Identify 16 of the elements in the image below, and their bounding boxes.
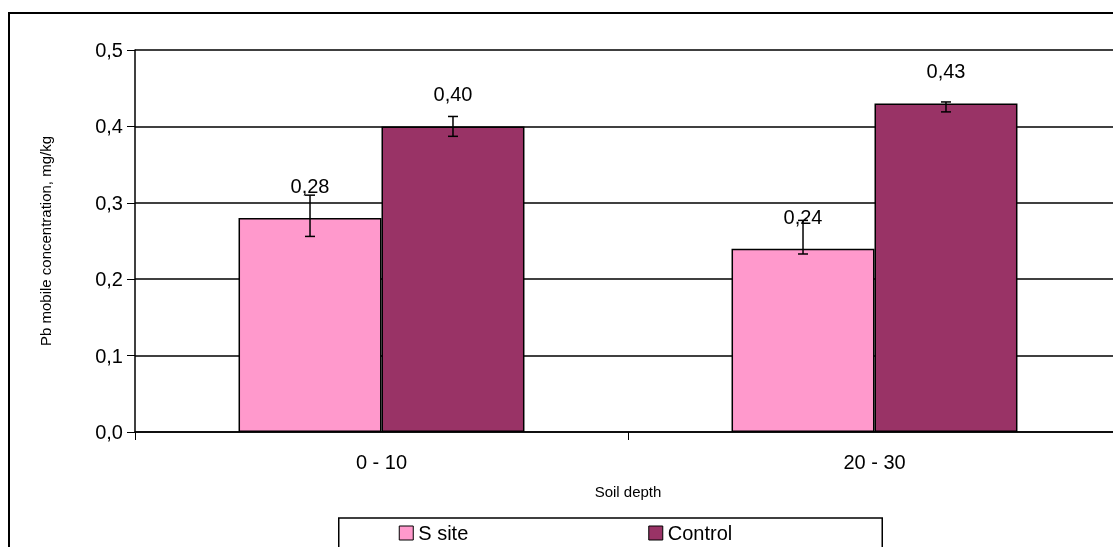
- data-label: 0,43: [926, 60, 966, 83]
- y-tick-label: 0,4: [95, 115, 123, 138]
- x-tick-label: 20 - 30: [843, 451, 906, 473]
- x-tick-label: 0 - 10: [355, 451, 408, 473]
- data-label: 0,40: [433, 83, 473, 106]
- legend-label: S site: [418, 522, 469, 544]
- x-axis-title: Soil depth: [594, 483, 662, 500]
- legend-label: Control: [667, 522, 733, 544]
- data-label: 0,24: [783, 205, 823, 228]
- y-tick-label: 0,5: [95, 39, 123, 61]
- y-tick-label: 0,2: [95, 268, 123, 291]
- y-tick-label: 0,1: [95, 344, 123, 367]
- y-axis-title: Pb mobile concentration, mg/kg: [37, 135, 54, 347]
- y-tick-label: 0,3: [95, 191, 123, 214]
- data-label: 0,28: [290, 175, 330, 198]
- y-tick-label: 0,0: [95, 421, 123, 443]
